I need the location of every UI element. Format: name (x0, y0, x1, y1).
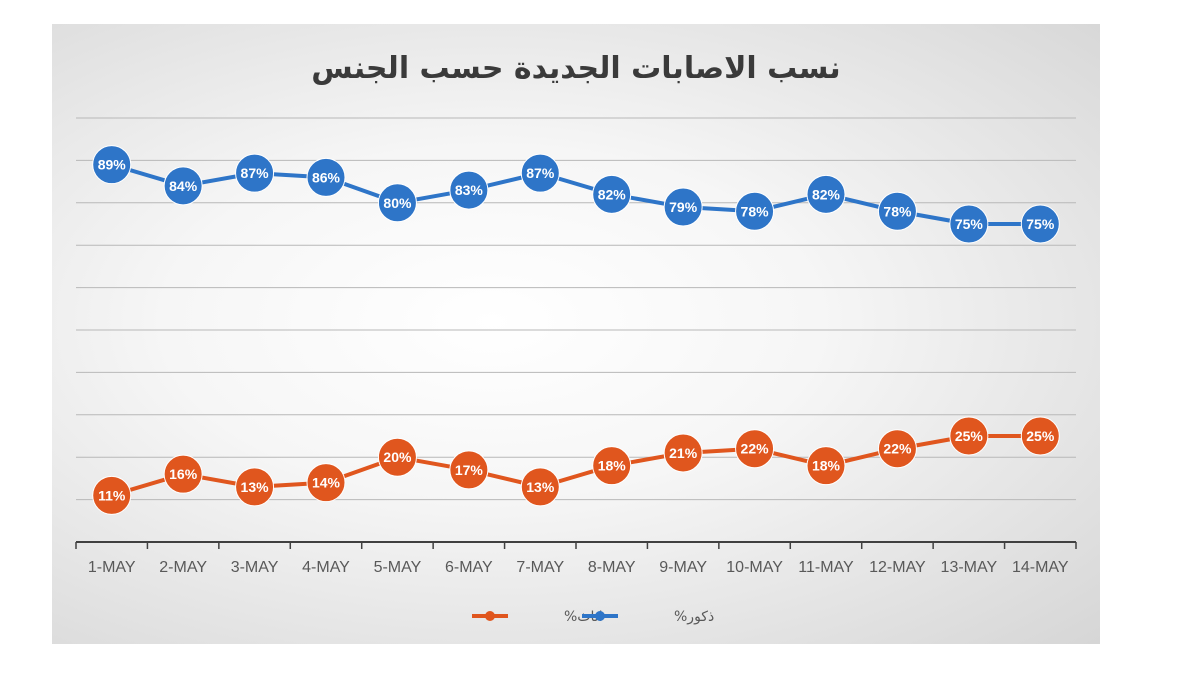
data-label: 78% (883, 203, 912, 219)
data-label: 22% (883, 441, 912, 457)
data-label: 82% (598, 186, 627, 202)
data-label: 13% (526, 479, 555, 495)
data-point (92, 145, 132, 185)
data-point (949, 416, 989, 456)
data-point (735, 429, 775, 469)
data-label: 11% (98, 487, 126, 503)
data-point (377, 437, 417, 477)
x-tick-label: 3-MAY (231, 559, 279, 576)
legend-marker (595, 611, 605, 621)
line-chart: نسب الاصابات الجديدة حسب الجنس 1-MAY 2-MA… (75, 51, 1077, 625)
data-label: 86% (312, 169, 341, 185)
data-point (663, 433, 703, 473)
chart-title: نسب الاصابات الجديدة حسب الجنس (311, 51, 840, 86)
data-point (163, 166, 203, 206)
data-point (377, 183, 417, 223)
x-tick-label: 2-MAY (159, 559, 207, 576)
data-label: 89% (98, 157, 127, 173)
data-label: 21% (669, 445, 698, 461)
x-tick-label: 14-MAY (1012, 559, 1069, 576)
x-tick-label: 4-MAY (302, 559, 350, 576)
data-label: 20% (383, 449, 412, 465)
data-label: 75% (1026, 216, 1055, 232)
data-label: 18% (812, 458, 841, 474)
x-tick-label: 6-MAY (445, 559, 493, 576)
x-tick-label: 9-MAY (659, 559, 707, 576)
data-label: 84% (169, 178, 198, 194)
data-point (449, 450, 489, 490)
data-label: 22% (741, 441, 770, 457)
data-label: 83% (455, 182, 484, 198)
data-point (1020, 204, 1060, 244)
legend-label: ذكور% (674, 609, 714, 625)
x-tick-label: 10-MAY (726, 559, 783, 576)
data-label: 79% (669, 199, 698, 215)
data-point (806, 446, 846, 486)
data-point (592, 446, 632, 486)
x-tick-label: 5-MAY (374, 559, 422, 576)
data-point (520, 467, 560, 507)
data-label: 14% (312, 475, 341, 491)
data-point (949, 204, 989, 244)
data-label: 18% (598, 458, 627, 474)
x-tick-label: 7-MAY (516, 559, 564, 576)
data-point (92, 475, 132, 515)
chart-area: نسب الاصابات الجديدة حسب الجنس 1-MAY 2-MA… (52, 24, 1100, 644)
data-label: 78% (741, 203, 770, 219)
data-label: 87% (526, 165, 555, 181)
data-label: 13% (241, 479, 270, 495)
data-label: 16% (169, 466, 198, 482)
x-tick-label: 8-MAY (588, 559, 636, 576)
data-point (306, 463, 346, 503)
data-point (877, 429, 917, 469)
data-point (877, 191, 917, 231)
data-point (592, 174, 632, 214)
data-point (806, 174, 846, 214)
x-tick-label: 12-MAY (869, 559, 926, 576)
legend-marker (485, 611, 495, 621)
data-label: 75% (955, 216, 984, 232)
data-label: 80% (383, 195, 412, 211)
data-label: 25% (1026, 428, 1055, 444)
data-point (1020, 416, 1060, 456)
x-tick-label: 13-MAY (941, 559, 998, 576)
data-point (163, 454, 203, 494)
data-point (735, 191, 775, 231)
data-label: 87% (241, 165, 270, 181)
data-label: 82% (812, 186, 841, 202)
data-point (520, 153, 560, 193)
data-point (449, 170, 489, 210)
data-point (306, 157, 346, 197)
x-tick-label: 1-MAY (88, 559, 136, 576)
data-point (663, 187, 703, 227)
data-label: 17% (455, 462, 484, 478)
x-tick-label: 11-MAY (798, 559, 854, 576)
data-point (235, 153, 275, 193)
data-label: 25% (955, 428, 984, 444)
data-point (235, 467, 275, 507)
